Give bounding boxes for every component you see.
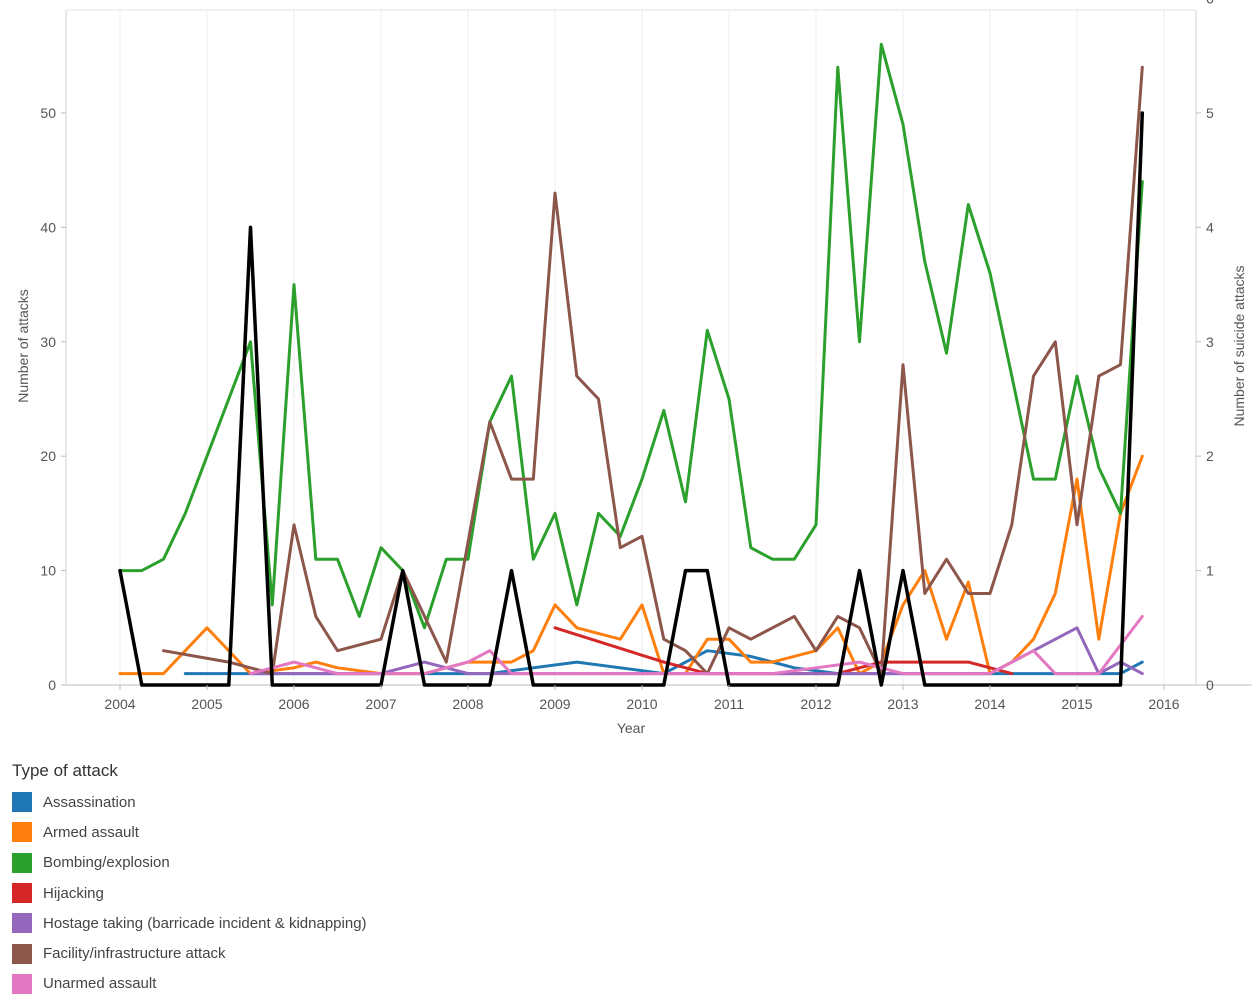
legend-item-unarmed-assault: Unarmed assault xyxy=(12,969,367,999)
y2-tick-label: 4 xyxy=(1206,219,1214,235)
y2-tick-label: 5 xyxy=(1206,105,1214,121)
legend-item-hijacking: Hijacking xyxy=(12,878,367,908)
legend-label: Armed assault xyxy=(43,823,139,841)
chart: 2004 2005 2006 2007 2008 2009 2010 2011 2012 2013… xyxy=(15,0,1252,736)
legend-item-armed-assault: Armed assault xyxy=(12,817,367,847)
tick-layer: 2004 2005 2006 2007 2008 2009 2010 2011 2012 2013… xyxy=(40,0,1214,712)
legend-item-bombing-explosion: Bombing/explosion xyxy=(12,848,367,878)
x-tick-label: 2010 xyxy=(626,696,657,712)
legend-swatch xyxy=(12,883,32,904)
series-line-bombing-explosion xyxy=(118,42,1144,630)
y-axis-title: Number of attacks xyxy=(15,289,31,403)
series-line-unarmed-assault xyxy=(249,614,1144,676)
legend-swatch xyxy=(12,913,32,934)
series-line-facility-infrastructure-attack xyxy=(162,65,1144,676)
legend-label: Assassination xyxy=(43,793,136,811)
x-tick-label: 2011 xyxy=(714,696,744,712)
legend-item-facility-infrastructure-attack: Facility/infrastructure attack xyxy=(12,938,367,968)
legend-swatch xyxy=(12,943,32,964)
x-tick-label: 2004 xyxy=(104,696,135,712)
legend-label: Hijacking xyxy=(43,884,104,902)
x-tick-label: 2005 xyxy=(191,696,222,712)
y2-axis-title: Number of suicide attacks xyxy=(1231,265,1247,426)
legend-label: Hostage taking (barricade incident & kid… xyxy=(43,914,367,932)
x-tick-label: 2007 xyxy=(365,696,396,712)
grid-layer xyxy=(119,10,1165,685)
legend-label: Unarmed assault xyxy=(43,975,157,993)
x-tick-label: 2014 xyxy=(974,696,1005,712)
legend-item-hostage-taking-barricade-incident-kidnapping: Hostage taking (barricade incident & kid… xyxy=(12,908,367,938)
x-tick-label: 2012 xyxy=(800,696,831,712)
x-tick-label: 2009 xyxy=(539,696,570,712)
legend-swatch xyxy=(12,973,32,994)
y-tick-label: 0 xyxy=(48,677,56,693)
y-tick-label: 30 xyxy=(40,334,56,350)
legend-items: Assassination Armed assault Bombing/explos… xyxy=(12,787,367,999)
legend-swatch xyxy=(12,822,32,843)
series-line-armed-assault xyxy=(118,454,1144,676)
y-tick-label: 40 xyxy=(40,219,56,235)
series-line-suicide-attacks xyxy=(118,111,1145,687)
y2-tick-label: 0 xyxy=(1206,677,1214,693)
y2-tick-label: 6 xyxy=(1206,0,1214,7)
legend-item-assassination: Assassination xyxy=(12,787,367,817)
x-tick-label: 2006 xyxy=(278,696,309,712)
legend-label: Bombing/explosion xyxy=(43,854,170,872)
legend-label: Facility/infrastructure attack xyxy=(43,945,226,963)
legend-swatch xyxy=(12,852,32,873)
x-tick-label: 2015 xyxy=(1061,696,1092,712)
legend: Type of attack Assassination Armed assaul… xyxy=(12,761,367,999)
y-tick-label: 50 xyxy=(40,105,56,121)
x-axis-title: Year xyxy=(617,720,646,736)
y2-tick-label: 3 xyxy=(1206,334,1214,350)
legend-swatch xyxy=(12,792,32,813)
y2-tick-label: 1 xyxy=(1206,563,1214,579)
x-tick-label: 2008 xyxy=(452,696,483,712)
legend-title: Type of attack xyxy=(12,761,118,780)
y-tick-label: 10 xyxy=(40,563,56,579)
y-tick-label: 20 xyxy=(40,448,56,464)
x-tick-label: 2016 xyxy=(1148,696,1179,712)
series-layer xyxy=(118,42,1145,687)
y2-tick-label: 2 xyxy=(1206,448,1214,464)
x-tick-label: 2013 xyxy=(887,696,918,712)
